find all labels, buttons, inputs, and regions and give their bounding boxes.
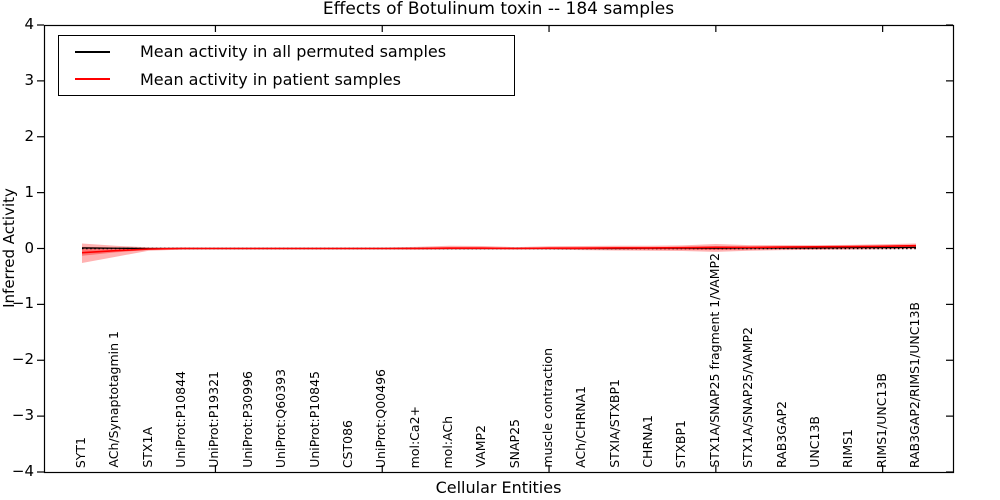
axes-spines	[43, 24, 955, 474]
y-tick-label: 1	[24, 182, 34, 201]
x-category-label: UniProt:Q60393	[273, 368, 289, 468]
x-category-label: CST086	[339, 419, 355, 468]
x-category-label: UNC13B	[806, 416, 822, 468]
legend-label-patient: Mean activity in patient samples	[140, 69, 401, 89]
x-category-label: RIMS1/UNC13B	[873, 373, 889, 468]
x-category-label: STX1A/SNAP25 fragment 1/VAMP2	[706, 253, 722, 468]
x-axis-label: Cellular Entities	[435, 478, 562, 497]
legend-item-patient: Mean activity in patient samples	[69, 68, 504, 92]
x-category-label: ACh/CHRNA1	[573, 386, 589, 468]
x-category-label: UniProt:P10844	[173, 371, 189, 468]
y-tick-label: −1	[11, 294, 34, 313]
legend-item-permuted: Mean activity in all permuted samples	[69, 40, 504, 64]
x-category-label: UniProt:Q00496	[373, 368, 389, 468]
y-tick-label: −2	[11, 350, 34, 369]
y-tick-label: 0	[24, 238, 34, 257]
plot-title: Effects of Botulinum toxin -- 184 sample…	[322, 0, 675, 19]
x-category-label: SNAP25	[506, 418, 522, 468]
x-category-label: mol:Ca2+	[406, 405, 422, 468]
x-category-label: ACh/Synaptotagmin 1	[106, 331, 122, 468]
legend: Mean activity in all permuted samples Me…	[58, 35, 515, 96]
legend-label-permuted: Mean activity in all permuted samples	[140, 42, 447, 62]
x-category-label: UniProt:P30996	[239, 371, 255, 468]
x-category-label: STX1A	[139, 427, 155, 468]
black-line-sample-icon	[75, 50, 110, 53]
x-category-label: UniProt:P19321	[206, 371, 222, 468]
y-tick-label: 4	[24, 15, 34, 33]
x-category-label: RAB3GAP2	[773, 401, 789, 468]
y-tick-label: −4	[11, 462, 34, 480]
x-category-label: CHRNA1	[640, 415, 656, 468]
x-category-label: SYT1	[73, 436, 88, 468]
patient-mean-line	[81, 244, 917, 254]
y-tick-label: 2	[24, 126, 34, 145]
x-category-label: STXIA/STXBP1	[606, 379, 622, 468]
red-line-sample-icon	[75, 78, 110, 81]
x-category-label: muscle contraction	[540, 348, 556, 468]
y-tick-label: −3	[11, 406, 34, 425]
x-category-label: RAB3GAP2/RIMS1/UNC13B	[907, 301, 922, 468]
y-tick-label: 3	[24, 70, 34, 89]
x-category-label: STX1A/SNAP25/VAMP2	[740, 327, 756, 468]
x-category-label: VAMP2	[473, 425, 489, 468]
x-category-label: mol:ACh	[439, 415, 455, 469]
x-category-label: STXBP1	[673, 419, 689, 468]
x-category-label: UniProt:P10845	[306, 371, 322, 468]
x-category-label: RIMS1	[840, 428, 856, 468]
